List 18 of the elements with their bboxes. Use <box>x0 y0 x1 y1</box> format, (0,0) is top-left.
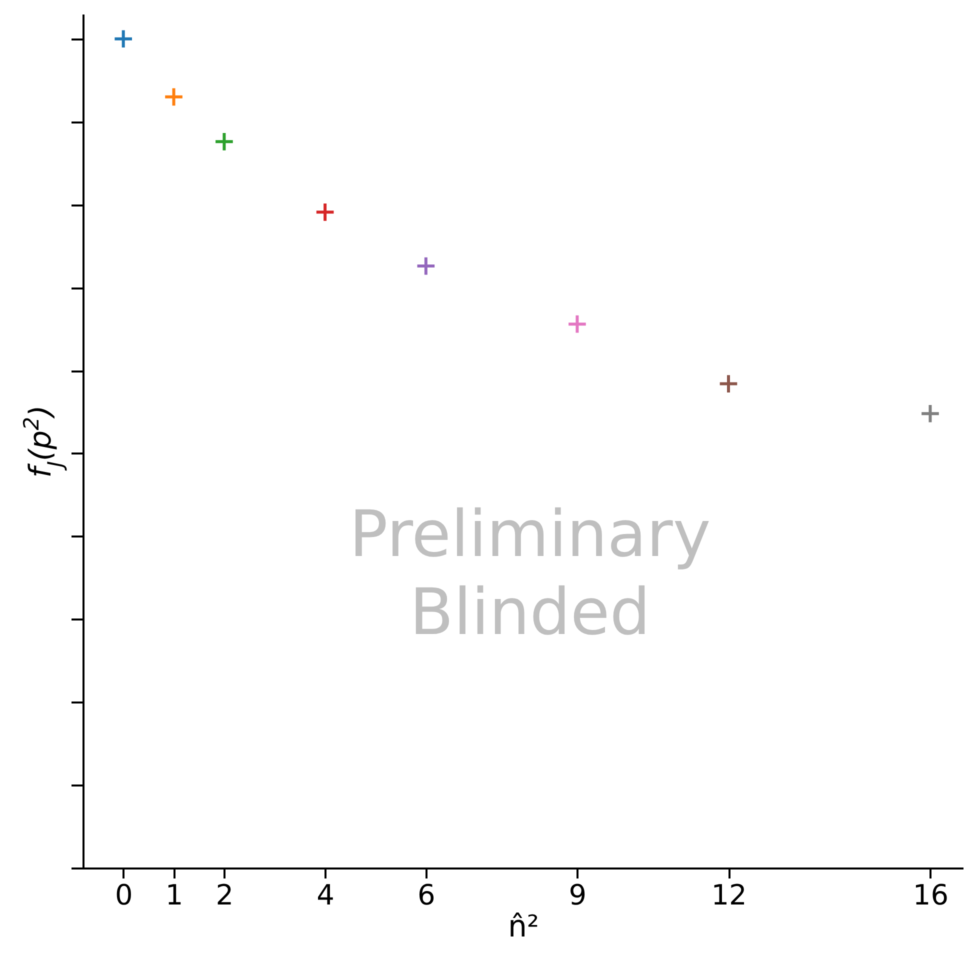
x-axis-title: n̂² <box>508 910 540 944</box>
x-tick-label: 1 <box>165 878 184 912</box>
point <box>718 374 739 394</box>
point <box>164 86 184 108</box>
x-tick-label: 6 <box>418 878 436 912</box>
point <box>416 256 436 276</box>
x-tick-label: 16 <box>912 878 949 912</box>
annotation: Preliminary Blinded <box>349 498 711 650</box>
point <box>214 132 234 152</box>
x-tick-label: 4 <box>316 878 334 912</box>
point <box>113 28 134 50</box>
x-tick-label: 0 <box>114 878 133 912</box>
x-tick-label: 12 <box>711 878 747 912</box>
point <box>567 314 588 334</box>
x-tick-label: 2 <box>216 878 234 912</box>
x-tick-label: 9 <box>568 878 587 912</box>
point <box>314 202 336 222</box>
point <box>920 403 940 424</box>
